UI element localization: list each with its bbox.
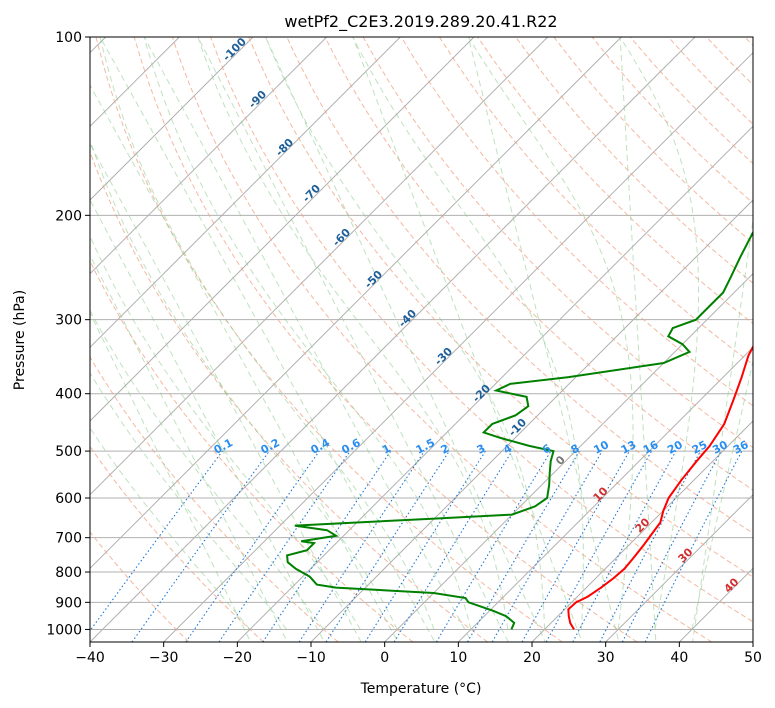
x-tick-label: 50 [744, 650, 762, 666]
y-tick-label: 1000 [46, 622, 82, 638]
mixing-ratio-line [644, 450, 743, 642]
dry-adiabat [324, 37, 753, 491]
x-tick-label: −40 [75, 650, 105, 666]
dewpoint-profile-line [286, 230, 753, 630]
mixing-ratio-line [393, 450, 513, 642]
isotherm-line [90, 37, 401, 349]
dry-adiabat [90, 445, 264, 642]
temperature-profile-line [567, 344, 753, 630]
mixing-ratio-line [325, 450, 450, 642]
moist-adiabat [99, 37, 436, 642]
x-tick-label: 0 [380, 650, 389, 666]
y-axis-label: Pressure (hPa) [12, 290, 28, 390]
x-tick-label: −20 [223, 650, 253, 666]
moist-adiabat [691, 216, 753, 642]
mixing-ratio-line [298, 450, 425, 642]
isotherm-line [90, 37, 475, 422]
dry-adiabat [171, 37, 712, 642]
y-tick-label: 100 [55, 30, 82, 46]
moist-adiabat [90, 84, 399, 642]
isotherm-line [384, 272, 753, 642]
x-axis-label: Temperature (°C) [360, 681, 482, 697]
moist-adiabat [90, 254, 288, 642]
y-tick-label: 600 [55, 491, 82, 507]
dry-adiabat [438, 37, 753, 366]
mixing-ratio-label: 25 [690, 438, 710, 457]
mixing-ratio-label: 30 [710, 438, 730, 457]
y-tick-label: 300 [55, 313, 82, 329]
x-tick-label: 40 [670, 650, 688, 666]
x-tick-label: −10 [296, 650, 326, 666]
y-tick-label: 500 [55, 444, 82, 460]
moist-adiabat [619, 37, 699, 642]
isotherm-line [90, 37, 254, 201]
isotherm-line [163, 51, 753, 642]
y-tick-label: 400 [55, 387, 82, 403]
dry-adiabat [210, 37, 753, 623]
plot-frame [89, 36, 754, 643]
y-tick-label: 900 [55, 595, 82, 611]
dry-adiabat [90, 150, 488, 642]
mixing-ratio-label: 20 [665, 438, 685, 457]
dry-adiabat [400, 37, 753, 407]
moist-adiabat [467, 37, 634, 642]
moist-adiabat [90, 198, 325, 642]
isotherm-line [90, 37, 622, 570]
dry-adiabat [95, 37, 563, 642]
moist-adiabat [143, 37, 473, 642]
mixing-ratio-line [218, 450, 351, 642]
dry-adiabat [248, 37, 753, 578]
x-tick-label: −30 [149, 650, 179, 666]
mixing-ratio-label: 16 [641, 438, 661, 457]
x-tick-label: 20 [523, 650, 541, 666]
mixing-ratio-line [185, 450, 320, 642]
mixing-ratio-line [545, 450, 653, 642]
moist-adiabat [265, 37, 546, 642]
mixing-ratio-line [572, 450, 677, 642]
mixing-ratio-line [262, 450, 392, 642]
dry-adiabat [90, 259, 414, 642]
isotherm-line [90, 37, 696, 642]
y-tick-label: 200 [55, 208, 82, 224]
y-tick-label: 800 [55, 565, 82, 581]
isotherm-line [90, 37, 328, 275]
moist-adiabat [90, 311, 252, 642]
dry-adiabat [133, 37, 638, 642]
isotherm-line [605, 493, 753, 642]
isotherm-line [236, 125, 753, 642]
isotherm-line [531, 420, 753, 642]
dry-adiabat [90, 356, 339, 642]
dry-adiabat [515, 37, 753, 284]
mixing-ratio-label: 36 [731, 438, 751, 457]
mixing-ratio-label: 13 [619, 438, 639, 457]
y-tick-label: 700 [55, 531, 82, 547]
isotherm-line [90, 37, 549, 496]
moist-adiabat [352, 37, 584, 642]
isotherm-line [457, 346, 753, 642]
mixing-ratio-label: 10 [591, 438, 611, 457]
mixing-ratio-line [90, 450, 223, 632]
x-tick-label: 30 [597, 650, 615, 666]
dry-adiabat [90, 531, 190, 642]
mixing-ratio-line [521, 450, 630, 642]
mixing-ratio-line [131, 450, 270, 642]
x-tick-label: 10 [449, 650, 467, 666]
moist-adiabat [197, 37, 509, 642]
chart-title: wetPf2_C2E3.2019.289.20.41.R22 [284, 12, 557, 32]
